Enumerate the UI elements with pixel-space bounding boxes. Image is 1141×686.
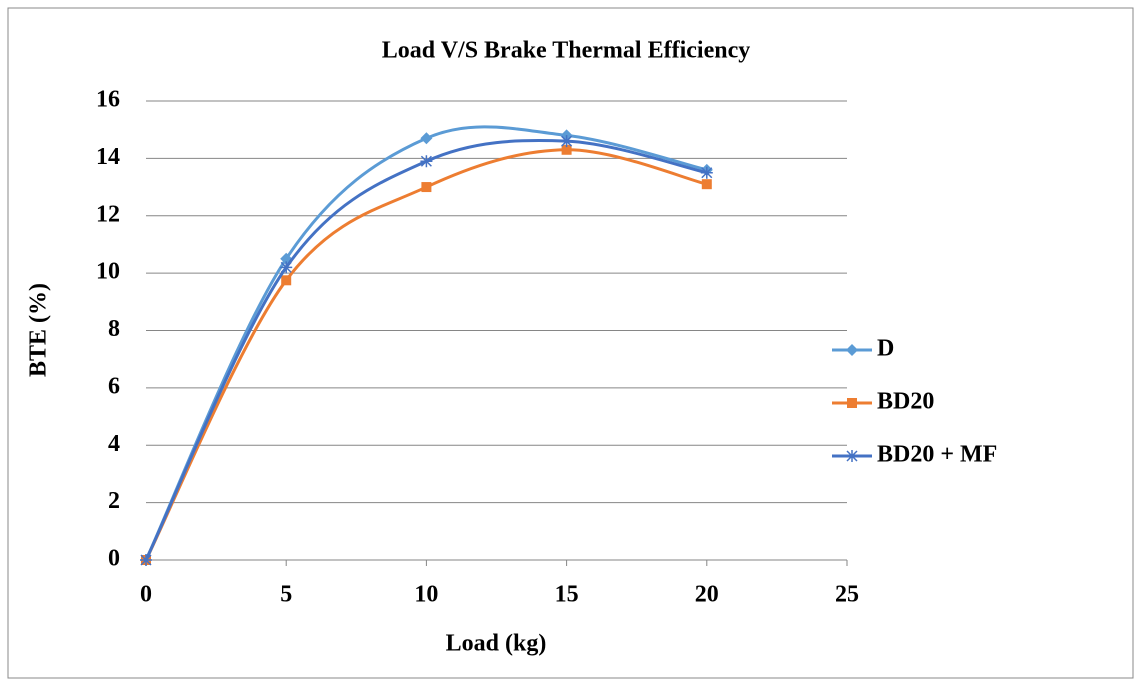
data-point [561, 144, 572, 155]
legend-label: BD20 [877, 389, 934, 415]
x-axis-label: Load (kg) [446, 631, 547, 657]
y-tick-label: 4 [108, 431, 120, 457]
chart-title: Load V/S Brake Thermal Efficiency [382, 38, 750, 64]
legend-marker [846, 450, 858, 462]
y-tick-label: 14 [96, 144, 120, 170]
legend-marker [846, 344, 858, 356]
x-tick-label: 10 [414, 582, 438, 608]
y-axis-label: BTE (%) [26, 283, 52, 377]
series-line [144, 139, 708, 561]
y-tick-label: 16 [96, 87, 120, 113]
y-tick-label: 12 [96, 201, 120, 227]
x-tick-label: 5 [280, 582, 292, 608]
data-point [700, 166, 713, 179]
chart-frame [7, 7, 1134, 679]
legend-marker [847, 398, 857, 408]
y-tick-label: 2 [108, 488, 120, 514]
y-tick-label: 0 [108, 546, 120, 572]
y-tick-label: 6 [108, 373, 120, 399]
y-tick-label: 8 [108, 316, 120, 342]
data-point [701, 179, 712, 190]
data-point [421, 182, 432, 193]
x-tick-label: 0 [140, 582, 152, 608]
x-tick-label: 15 [555, 582, 579, 608]
legend-label: D [877, 336, 894, 362]
series-line [144, 125, 708, 561]
data-point [281, 275, 292, 286]
x-tick-label: 20 [695, 582, 719, 608]
y-tick-label: 10 [96, 259, 120, 285]
series-line [144, 148, 708, 561]
data-point [420, 132, 433, 145]
legend-label: BD20 + MF [877, 442, 997, 468]
data-point [140, 554, 152, 566]
data-point [280, 261, 293, 274]
data-point [420, 155, 433, 168]
x-tick-label: 25 [835, 582, 859, 608]
data-point [560, 135, 573, 148]
